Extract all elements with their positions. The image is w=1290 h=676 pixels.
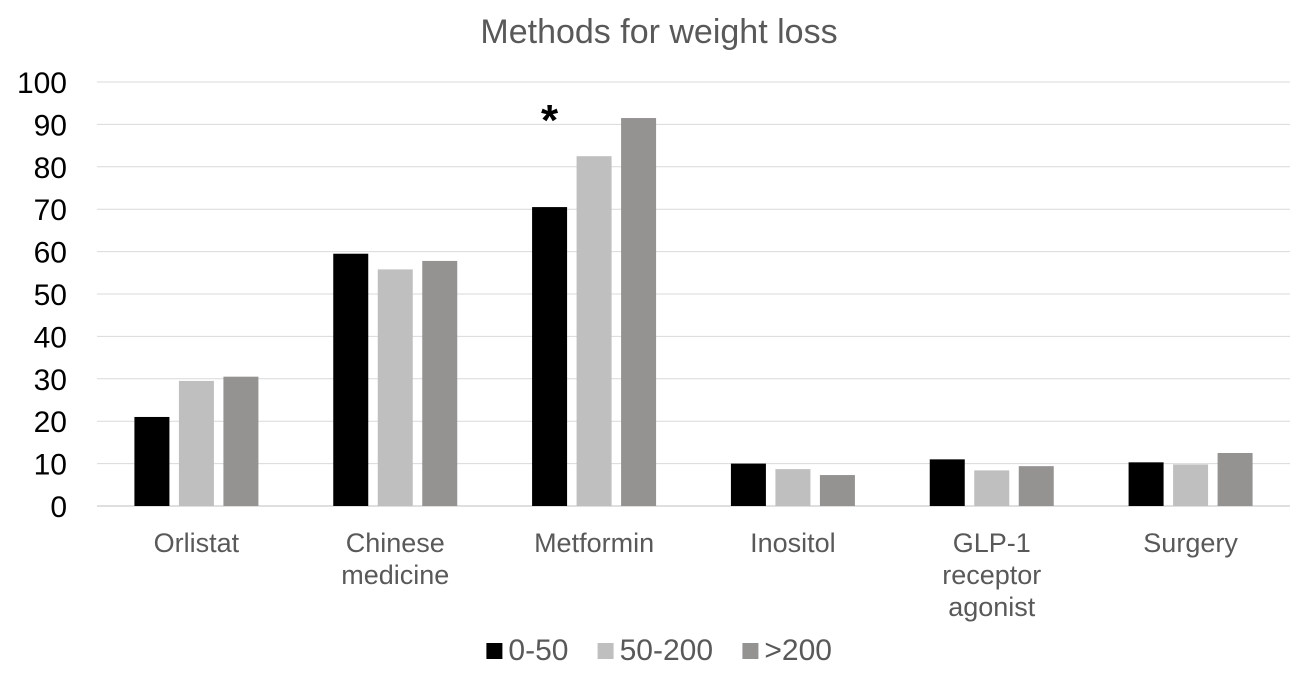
x-tick-label: Metformin	[534, 528, 654, 558]
bar	[1173, 464, 1209, 506]
bar	[929, 459, 965, 506]
annotations: *	[541, 96, 559, 145]
y-tick-label: 30	[34, 364, 67, 397]
bar	[134, 416, 170, 506]
x-tick-label: Chinese medicine	[341, 528, 449, 590]
bar	[576, 156, 612, 506]
bar	[532, 207, 568, 506]
y-tick-label: 10	[34, 449, 67, 482]
y-tick-label: 20	[34, 406, 67, 439]
y-tick-label: 40	[34, 321, 67, 354]
bar	[1217, 453, 1253, 506]
bar	[730, 463, 766, 506]
bars	[134, 118, 1253, 506]
bar	[1018, 466, 1054, 506]
y-axis-ticks: 0 10 20 30 40 50 60 70 80 90 100	[17, 67, 67, 524]
legend-swatch	[597, 643, 614, 659]
bar	[974, 470, 1010, 506]
bar	[422, 260, 458, 506]
y-tick-label: 60	[34, 237, 67, 270]
legend-swatch	[486, 643, 503, 659]
significance-asterisk: *	[541, 96, 559, 145]
x-tick-label: Orlistat	[154, 528, 240, 558]
x-tick-label: Surgery	[1143, 528, 1238, 558]
y-tick-label: 70	[34, 194, 67, 227]
y-tick-label: 50	[34, 279, 67, 312]
y-tick-label: 100	[17, 67, 67, 100]
legend-swatch	[742, 643, 759, 659]
x-tick-label: Inositol	[750, 528, 836, 558]
y-tick-label: 80	[34, 152, 67, 185]
x-tick-label: GLP-1 receptor agonist	[942, 528, 1041, 622]
legend-label: 0-50	[508, 634, 568, 667]
bar	[1128, 462, 1164, 506]
bar	[178, 380, 214, 506]
bar	[377, 269, 413, 506]
x-axis-ticks: Orlistat Chinese medicine Metformin Inositol…	[154, 528, 1239, 622]
legend-label: >200	[764, 634, 832, 667]
legend: 0-50 50-200 >200	[486, 634, 832, 667]
legend-label: 50-200	[620, 634, 713, 667]
bar	[819, 475, 855, 506]
y-tick-label: 90	[34, 109, 67, 142]
y-tick-label: 0	[50, 491, 67, 524]
gridlines	[97, 81, 1290, 507]
bar	[621, 118, 657, 506]
bar	[223, 376, 259, 506]
bar	[333, 253, 369, 506]
bar	[775, 469, 811, 506]
chart-title: Methods for weight loss	[480, 13, 837, 51]
